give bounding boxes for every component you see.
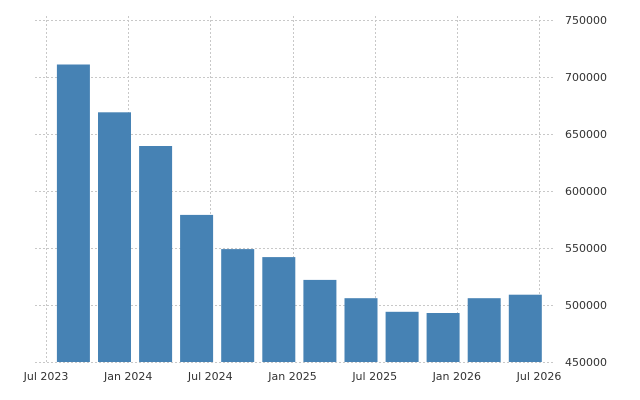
bar (508, 294, 542, 362)
bars (56, 64, 542, 362)
grid (35, 16, 555, 363)
x-tick-label: Jul 2025 (351, 370, 397, 383)
bar (221, 249, 255, 362)
bar (98, 112, 131, 362)
bar (426, 313, 460, 362)
y-axis-ticks: 450000 500000 550000 600000 650000 700000 7500… (565, 14, 607, 369)
y-tick-label: 450000 (565, 356, 607, 369)
bar (139, 146, 173, 362)
bar (344, 298, 378, 362)
y-tick-label: 600000 (565, 185, 607, 198)
x-tick-label: Jul 2023 (23, 370, 69, 383)
bar (385, 311, 419, 362)
x-tick-label: Jan 2024 (103, 370, 152, 383)
x-tick-label: Jul 2026 (516, 370, 562, 383)
x-axis-ticks: Jul 2023 Jan 2024 Jul 2024 Jan 2025 Jul 2025… (23, 370, 562, 383)
x-tick-label: Jan 2025 (267, 370, 316, 383)
bar (467, 298, 501, 362)
bar (303, 279, 337, 362)
y-tick-label: 500000 (565, 299, 607, 312)
bar (180, 214, 214, 362)
x-tick-label: Jul 2024 (187, 370, 233, 383)
y-tick-label: 550000 (565, 242, 607, 255)
bar (56, 64, 90, 362)
y-tick-label: 750000 (565, 14, 607, 27)
y-tick-label: 700000 (565, 71, 607, 84)
x-tick-label: Jan 2026 (432, 370, 481, 383)
y-tick-label: 650000 (565, 128, 607, 141)
bar (262, 257, 296, 362)
